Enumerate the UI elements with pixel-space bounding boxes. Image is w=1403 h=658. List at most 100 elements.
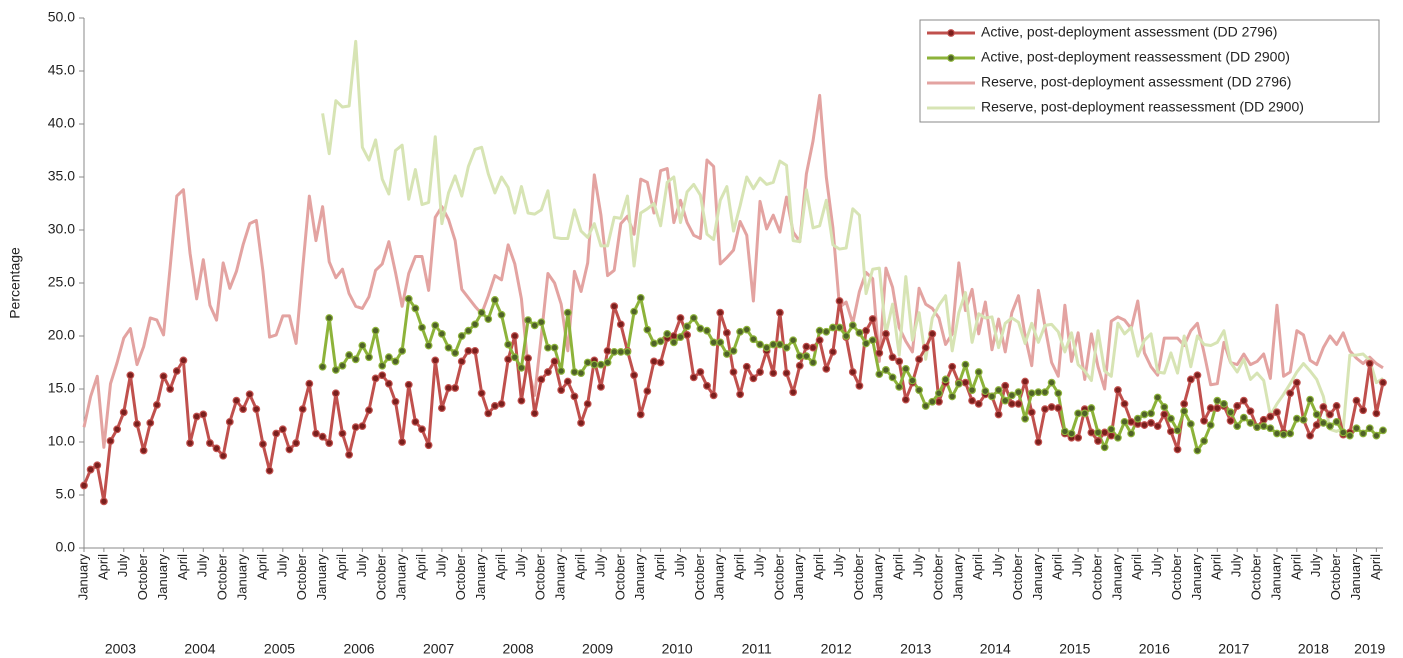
data-point xyxy=(696,368,705,376)
data-point xyxy=(245,390,254,399)
data-point xyxy=(1113,386,1122,394)
data-point xyxy=(795,361,804,370)
data-point xyxy=(510,332,519,340)
data-point xyxy=(882,329,890,338)
x-tick-label: July xyxy=(831,554,846,578)
data-point xyxy=(597,382,605,391)
data-point xyxy=(345,450,354,459)
x-tick-label: July xyxy=(672,554,687,578)
data-point xyxy=(305,379,314,388)
data-point xyxy=(1259,415,1268,424)
data-point xyxy=(159,372,168,381)
data-point xyxy=(736,390,745,399)
x-tick-label: October xyxy=(1249,553,1264,600)
data-point xyxy=(590,360,599,369)
data-point xyxy=(1094,428,1102,437)
data-point xyxy=(431,356,440,365)
data-point xyxy=(437,404,446,412)
data-point xyxy=(285,445,294,454)
data-point xyxy=(491,296,499,304)
data-point xyxy=(318,432,327,441)
data-point xyxy=(265,466,274,475)
data-point xyxy=(683,322,692,331)
data-point xyxy=(1312,410,1321,419)
data-point xyxy=(1220,399,1228,408)
data-point xyxy=(597,360,605,369)
data-point xyxy=(643,325,652,334)
data-point xyxy=(371,374,380,383)
data-point xyxy=(1034,388,1043,397)
data-point xyxy=(484,315,493,323)
data-point xyxy=(477,308,486,317)
data-point xyxy=(464,346,473,355)
data-point xyxy=(809,343,817,352)
data-point xyxy=(451,349,460,357)
x-tick-label: April xyxy=(413,554,428,580)
data-point xyxy=(471,346,479,355)
data-point xyxy=(1186,375,1195,384)
data-point xyxy=(630,307,638,316)
year-label: 2019 xyxy=(1354,641,1385,657)
data-point xyxy=(544,368,552,376)
legend-label: Reserve, post-deployment reassessment (D… xyxy=(981,99,1304,115)
x-tick-label: January xyxy=(1030,554,1045,601)
x-tick-label: April xyxy=(1368,554,1383,580)
data-point xyxy=(1266,424,1275,433)
data-point xyxy=(1153,422,1162,431)
data-point xyxy=(544,343,552,352)
data-point xyxy=(431,321,440,330)
data-point xyxy=(1239,396,1248,405)
data-point xyxy=(1365,424,1374,433)
data-point xyxy=(504,355,513,364)
x-tick-label: January xyxy=(791,554,806,601)
data-point xyxy=(1226,416,1235,425)
data-point xyxy=(1074,433,1083,442)
x-tick-label: January xyxy=(712,554,727,601)
data-point xyxy=(577,369,585,378)
data-point xyxy=(358,341,367,350)
data-point xyxy=(404,295,413,303)
data-point xyxy=(153,401,161,409)
data-point xyxy=(524,316,532,325)
data-point xyxy=(716,308,725,317)
data-point xyxy=(948,392,957,401)
data-point xyxy=(1113,433,1122,442)
year-label: 2018 xyxy=(1298,641,1329,657)
data-point xyxy=(968,396,976,405)
data-point xyxy=(610,348,619,356)
data-point xyxy=(351,355,360,364)
x-tick-label: October xyxy=(215,553,230,600)
data-point xyxy=(769,369,778,378)
x-tick-label: October xyxy=(1010,553,1025,600)
data-point xyxy=(418,425,426,434)
x-tick-label: October xyxy=(1328,553,1343,600)
data-point xyxy=(1120,399,1129,408)
data-point xyxy=(186,439,194,447)
data-point xyxy=(398,438,407,446)
data-point xyxy=(537,375,546,384)
data-point xyxy=(563,308,572,317)
x-tick-label: October xyxy=(851,553,866,600)
data-point xyxy=(616,320,625,329)
data-point xyxy=(862,326,870,335)
data-point xyxy=(471,320,479,329)
data-point xyxy=(451,384,460,392)
data-point xyxy=(444,384,453,392)
data-point xyxy=(1074,409,1083,418)
data-point xyxy=(1041,405,1049,414)
data-point xyxy=(1094,437,1102,445)
year-label: 2014 xyxy=(980,641,1011,657)
data-point xyxy=(656,358,665,367)
data-point xyxy=(517,396,526,405)
data-point xyxy=(272,429,281,438)
data-point xyxy=(921,402,930,410)
data-point xyxy=(1233,422,1242,431)
x-tick-label: July xyxy=(1149,554,1164,578)
data-point xyxy=(610,302,619,311)
data-point xyxy=(616,348,625,356)
data-point xyxy=(93,461,102,470)
data-point xyxy=(1007,399,1016,408)
data-point xyxy=(835,323,844,332)
data-point xyxy=(1352,396,1361,405)
data-point xyxy=(829,323,837,332)
